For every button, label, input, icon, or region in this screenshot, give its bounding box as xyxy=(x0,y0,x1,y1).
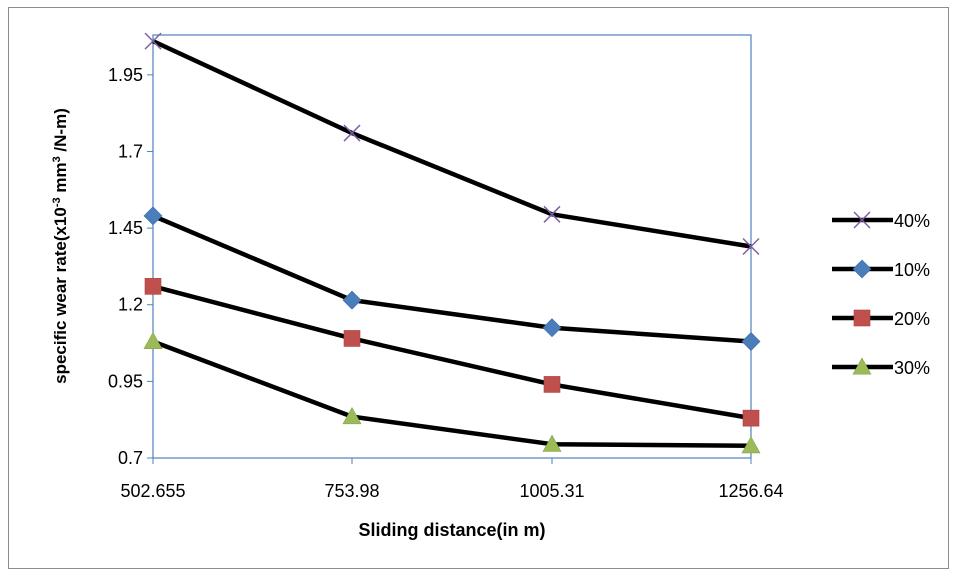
series-line xyxy=(152,39,752,249)
series-20pct xyxy=(144,278,760,427)
data-point xyxy=(143,206,163,226)
legend-marker xyxy=(852,259,872,279)
series-layer xyxy=(143,32,761,454)
data-point xyxy=(742,409,760,427)
x-axis-title: Sliding distance(in m) xyxy=(358,520,545,540)
y-tick-label: 1.95 xyxy=(108,65,143,85)
y-tick-label: 1.45 xyxy=(108,218,143,238)
data-point xyxy=(742,237,760,256)
y-axis-title-post: /N-m) xyxy=(51,108,70,156)
y-axis-title-pre: specific wear rate(x10 xyxy=(51,207,70,384)
data-point xyxy=(543,376,561,393)
y-tick-label: 0.7 xyxy=(118,448,143,468)
legend: 40% 10% 20% 30% xyxy=(832,211,930,378)
series-line xyxy=(152,339,752,448)
series-40pct xyxy=(144,32,760,256)
x-tick-label: 1256.64 xyxy=(718,481,783,501)
y-tick-label: 1.7 xyxy=(118,141,143,161)
legend-label: 20% xyxy=(894,309,930,329)
data-point xyxy=(542,318,562,338)
legend-marker xyxy=(853,309,871,327)
y-tick-label: 1.2 xyxy=(118,295,143,315)
data-point xyxy=(342,407,362,425)
data-point xyxy=(542,434,562,452)
y-tick-label: 0.95 xyxy=(108,371,143,391)
legend-item: 40% xyxy=(832,211,930,231)
x-axis-ticks: 502.655 753.98 1005.31 1256.64 xyxy=(120,458,784,501)
series-line xyxy=(152,284,752,421)
legend-label: 40% xyxy=(894,211,930,231)
legend-item: 30% xyxy=(832,357,930,378)
data-point xyxy=(543,205,561,223)
y-axis-title-sup2: 3 xyxy=(51,156,63,162)
data-point xyxy=(342,290,362,310)
data-point xyxy=(343,330,361,347)
y-axis-title-sup1: -3 xyxy=(51,197,63,207)
legend-marker xyxy=(853,211,871,229)
y-axis-title-mid: mm xyxy=(51,162,70,197)
legend-marker xyxy=(852,357,872,375)
data-point xyxy=(144,32,162,50)
y-axis-ticks: 0.7 0.95 1.2 1.45 1.7 1.95 xyxy=(108,65,153,468)
x-tick-label: 1005.31 xyxy=(519,481,584,501)
x-tick-label: 502.655 xyxy=(120,481,185,501)
data-point xyxy=(143,331,163,350)
legend-label: 30% xyxy=(894,358,930,378)
legend-label: 10% xyxy=(894,260,930,280)
x-tick-label: 753.98 xyxy=(324,481,379,501)
data-point xyxy=(144,278,162,295)
data-point xyxy=(741,436,761,454)
legend-item: 10% xyxy=(832,259,930,280)
legend-item: 20% xyxy=(832,309,930,329)
series-10pct xyxy=(143,206,761,351)
series-line xyxy=(152,213,752,344)
y-axis-title: specific wear rate(x10-3 mm3 /N-m) xyxy=(51,108,70,384)
series-30pct xyxy=(143,331,761,454)
data-point xyxy=(343,124,361,142)
data-point xyxy=(741,332,761,351)
